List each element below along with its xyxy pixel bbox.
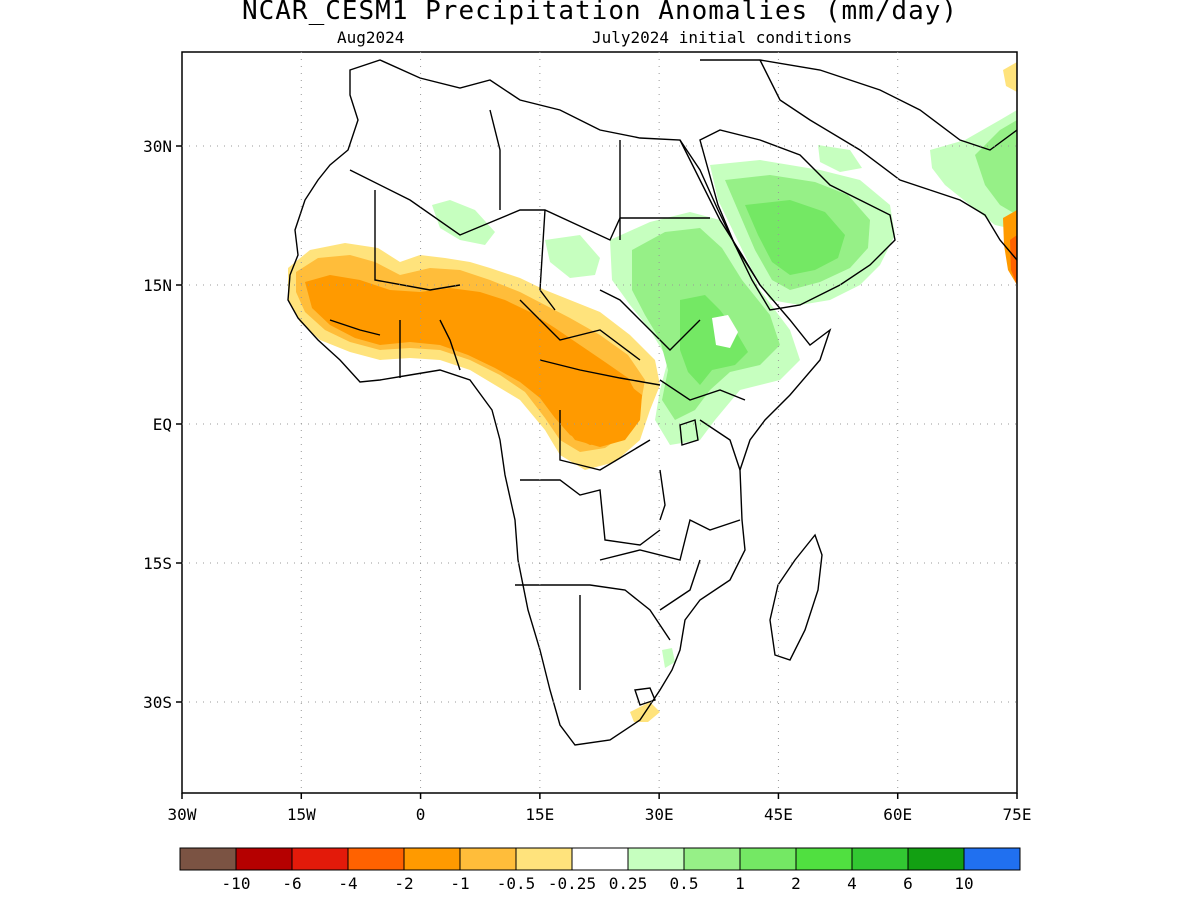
- colorbar-label: -2: [394, 874, 413, 893]
- lat-tick-label: EQ: [153, 415, 172, 434]
- colorbar-swatch: [963, 847, 1021, 871]
- colorbar-swatch: [795, 847, 853, 871]
- lat-tick-label: 15N: [143, 276, 172, 295]
- colorbar-swatch: [403, 847, 461, 871]
- wet-anomaly-mozambique: [662, 648, 675, 668]
- map-title: NCAR_CESM1 Precipitation Anomalies (mm/d…: [241, 0, 959, 26]
- colorbar-swatch: [851, 847, 909, 871]
- colorbar-swatch: [683, 847, 741, 871]
- lat-tick-label: 30N: [143, 137, 172, 156]
- colorbar-label: 4: [847, 874, 857, 893]
- initial-conditions-label: July2024 initial conditions: [592, 28, 853, 47]
- lon-tick-label: 0: [416, 805, 426, 824]
- anomaly-field: [287, 59, 1017, 746]
- colorbar-swatch: [459, 847, 517, 871]
- colorbar-labels: -10 -6 -4 -2 -1 -0.5 -0.25 0.25 0.5 1 2 4 6 10: [222, 874, 974, 893]
- colorbar-label: -6: [282, 874, 301, 893]
- wet-anomaly-sahara-light: [432, 200, 495, 245]
- lon-tick-label: 45E: [764, 805, 793, 824]
- colorbar-swatch: [515, 847, 573, 871]
- colorbar-swatch: [627, 847, 685, 871]
- lat-tick-label: 15S: [143, 554, 172, 573]
- colorbar-label: 1: [735, 874, 745, 893]
- colorbar-swatch: [907, 847, 965, 871]
- colorbar-swatch: [235, 847, 293, 871]
- lon-tick-label: 15W: [287, 805, 316, 824]
- latitude-axis: 30N 15N EQ 15S 30S: [143, 137, 182, 712]
- colorbar-label: -10: [222, 874, 251, 893]
- colorbar-label: -1: [450, 874, 469, 893]
- colorbar: [179, 847, 1021, 871]
- colorbar-swatch: [179, 847, 237, 871]
- dry-anomaly-central-africa: [560, 370, 642, 447]
- wet-anomaly-ethiopia-strong: [680, 295, 748, 385]
- wet-anomaly-arabia-strong: [745, 200, 845, 275]
- lon-tick-label: 30W: [168, 805, 197, 824]
- dry-anomaly-sahel-strong: [305, 275, 640, 445]
- dry-anomaly-india-coast-strong: [1010, 235, 1017, 285]
- map-frame: [181, 51, 1018, 794]
- colorbar-label: 0.25: [609, 874, 648, 893]
- colorbar-label: -0.25: [548, 874, 596, 893]
- wet-anomaly-ethiopia-center: [712, 315, 738, 348]
- longitude-axis: 30W 15W 0 15E 30E 45E 60E 75E: [168, 793, 1032, 824]
- colorbar-label: 0.5: [670, 874, 699, 893]
- colorbar-swatch: [571, 847, 629, 871]
- colorbar-label: -4: [338, 874, 357, 893]
- lon-tick-label: 75E: [1003, 805, 1032, 824]
- lon-tick-label: 60E: [883, 805, 912, 824]
- wet-anomaly-india-medium: [975, 120, 1017, 215]
- colorbar-swatch: [347, 847, 405, 871]
- colorbar-label: 2: [791, 874, 801, 893]
- colorbar-label: 6: [903, 874, 913, 893]
- forecast-month-label: Aug2024: [337, 28, 405, 47]
- colorbar-label: 10: [954, 874, 973, 893]
- lat-tick-label: 30S: [143, 693, 172, 712]
- colorbar-swatch: [291, 847, 349, 871]
- wet-anomaly-sudan-light: [545, 235, 600, 278]
- colorbar-label: -0.5: [497, 874, 536, 893]
- dry-anomaly-india-north: [1003, 62, 1017, 92]
- lon-tick-label: 15E: [525, 805, 554, 824]
- wet-anomaly-iran-light: [818, 145, 862, 172]
- colorbar-swatch: [739, 847, 797, 871]
- lon-tick-label: 30E: [645, 805, 674, 824]
